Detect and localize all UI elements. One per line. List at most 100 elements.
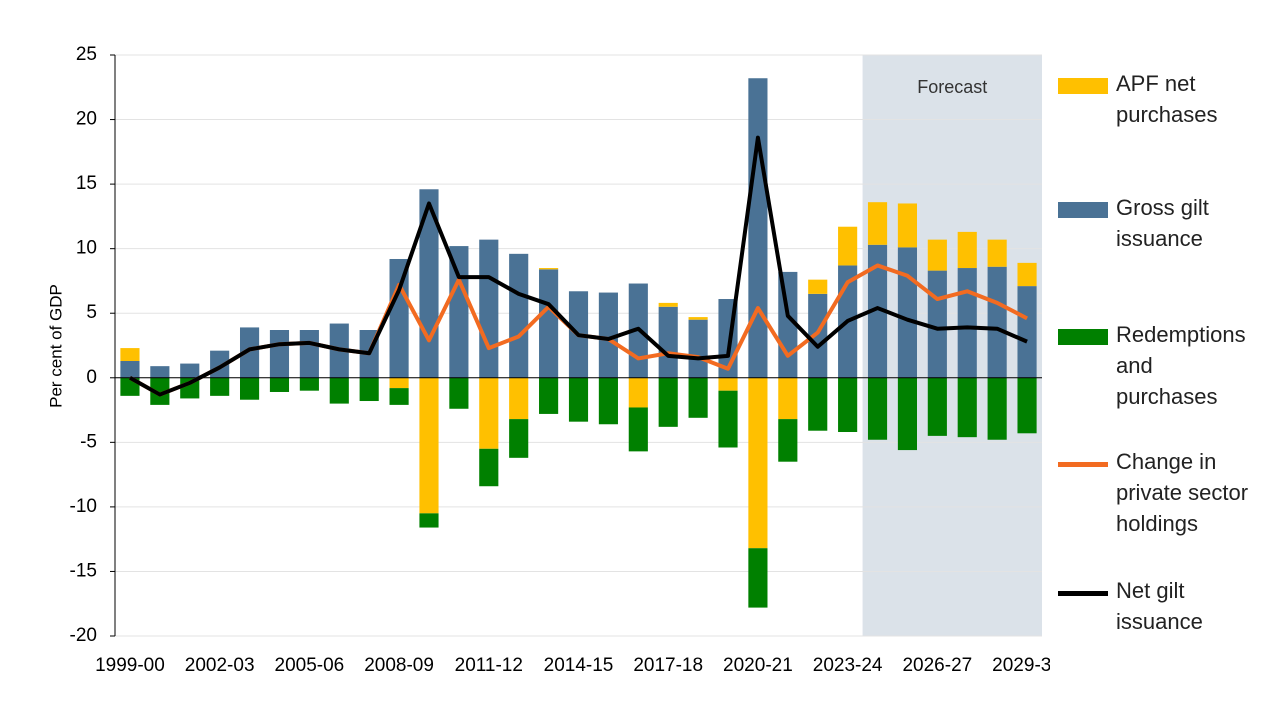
bar [867, 377, 888, 440]
bar [329, 377, 349, 404]
bar [628, 377, 648, 408]
y-tick-label: 20 [76, 109, 97, 130]
bar [539, 377, 559, 414]
bar [359, 377, 379, 402]
bar [509, 419, 529, 458]
y-tick-label: -5 [80, 431, 97, 452]
bar [838, 226, 858, 266]
bar [389, 377, 409, 389]
bar [927, 377, 947, 436]
bar [987, 266, 1007, 378]
bar [897, 203, 918, 248]
x-tick-label: 2014-15 [544, 655, 614, 676]
bar [718, 390, 738, 448]
bar [568, 377, 589, 422]
bar [808, 279, 828, 294]
legend-swatch [1058, 591, 1108, 596]
bar [299, 330, 319, 378]
y-tick-label: 10 [76, 238, 97, 259]
bar [658, 377, 678, 427]
x-tick-label: 2029-30 [992, 655, 1050, 676]
bar [778, 419, 798, 462]
x-tick-label: 2017-18 [633, 655, 703, 676]
legend-swatch [1058, 462, 1108, 467]
bar [539, 268, 559, 270]
bar [1017, 262, 1037, 287]
bar [688, 377, 708, 418]
legend-item: Net gilt issuance [1058, 575, 1273, 637]
forecast-shade [862, 55, 1042, 636]
legend-item: Gross gilt issuance [1058, 192, 1273, 254]
bar [688, 317, 708, 320]
bar [927, 239, 947, 271]
bar [479, 377, 499, 449]
bar [628, 407, 648, 452]
x-tick-label: 2008-09 [364, 655, 434, 676]
legend-label: Redemptions and purchases [1116, 322, 1246, 409]
line [128, 135, 1028, 397]
x-tick-label: 2005-06 [275, 655, 345, 676]
bar [957, 268, 977, 378]
bar [150, 366, 170, 378]
x-tick-label: 2023-24 [813, 655, 883, 676]
bar [658, 306, 678, 378]
bar [539, 269, 559, 378]
bar [150, 377, 170, 405]
bar [389, 388, 409, 405]
bar [389, 258, 409, 378]
bar [987, 377, 1007, 440]
bar [598, 377, 618, 425]
y-tick-label: 15 [76, 173, 97, 194]
bar [299, 377, 319, 391]
legend-swatch [1058, 202, 1108, 218]
y-tick-label: -20 [70, 625, 97, 646]
bar [509, 253, 529, 378]
bar [479, 448, 499, 487]
bar [419, 377, 439, 514]
bar [509, 377, 529, 420]
legend-label: Gross gilt issuance [1116, 195, 1209, 251]
bar [897, 247, 918, 378]
bar [927, 270, 947, 378]
forecast-label: Forecast [917, 77, 987, 97]
x-tick-label: 2011-12 [455, 655, 523, 676]
bar [688, 319, 708, 378]
bar [987, 239, 1007, 267]
bar [479, 239, 499, 378]
y-tick-label: 5 [86, 302, 97, 323]
bar [748, 78, 768, 378]
legend-label: Change in private sector holdings [1116, 449, 1249, 536]
bar [449, 377, 469, 409]
bar [269, 377, 290, 392]
y-tick-label: 25 [76, 44, 97, 65]
bar [419, 513, 439, 528]
x-tick-label: 2020-21 [723, 655, 793, 676]
y-axis-label: Per cent of GDP [46, 284, 65, 408]
bar [867, 202, 888, 245]
y-tick-label: -10 [70, 496, 97, 517]
bar [957, 231, 977, 269]
bar [808, 293, 828, 378]
bar [867, 244, 888, 378]
bar [180, 363, 200, 378]
bar [120, 360, 140, 378]
bar [1017, 377, 1037, 434]
legend-item: Change in private sector holdings [1058, 446, 1273, 539]
y-tick-label: 0 [86, 367, 97, 388]
bar [897, 377, 918, 451]
bar [658, 302, 678, 307]
legend-item: APF net purchases [1058, 68, 1273, 130]
bar [239, 377, 260, 400]
bar [269, 330, 290, 378]
legend-swatch [1058, 78, 1108, 94]
bar [239, 327, 260, 378]
bar [838, 377, 858, 433]
bar [120, 348, 140, 361]
bar [1017, 286, 1037, 378]
legend-label: Net gilt issuance [1116, 578, 1203, 634]
x-tick-label: 2002-03 [185, 655, 255, 676]
bar [808, 377, 828, 431]
y-tick-label: -15 [70, 560, 97, 581]
chart: Per cent of GDP Forecast -20 -15 -10 -5 0 5 10 1… [46, 44, 1050, 676]
bar [748, 377, 768, 549]
